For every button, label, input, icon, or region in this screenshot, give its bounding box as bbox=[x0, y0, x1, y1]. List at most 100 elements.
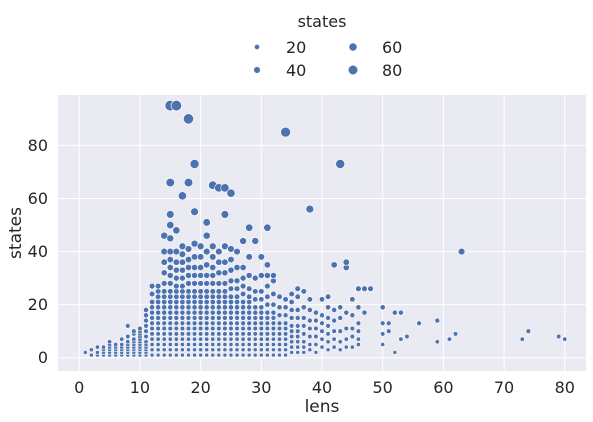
data-point bbox=[183, 113, 194, 125]
data-point bbox=[203, 293, 210, 300]
data-point bbox=[234, 352, 240, 358]
data-point bbox=[180, 352, 185, 358]
data-point bbox=[89, 347, 94, 353]
data-point bbox=[288, 323, 295, 329]
data-point bbox=[301, 331, 307, 337]
data-point bbox=[216, 352, 222, 358]
data-point bbox=[125, 339, 131, 345]
data-point bbox=[264, 320, 271, 326]
data-point bbox=[306, 296, 313, 303]
data-point bbox=[203, 320, 210, 326]
data-point bbox=[204, 336, 210, 342]
data-point bbox=[222, 331, 228, 337]
data-point bbox=[434, 317, 441, 324]
data-point bbox=[228, 347, 234, 353]
data-point bbox=[149, 298, 156, 306]
data-point bbox=[282, 304, 289, 311]
data-point bbox=[149, 347, 155, 353]
data-point bbox=[270, 301, 277, 308]
data-point bbox=[179, 325, 186, 332]
data-point bbox=[325, 339, 331, 345]
data-point bbox=[301, 339, 307, 345]
data-point bbox=[386, 328, 392, 334]
data-point bbox=[264, 293, 271, 300]
data-point bbox=[221, 280, 229, 287]
data-point bbox=[264, 309, 271, 316]
legend-marker bbox=[253, 66, 261, 74]
data-point bbox=[155, 304, 162, 311]
data-point bbox=[289, 344, 295, 350]
data-point bbox=[191, 280, 198, 287]
data-point bbox=[288, 315, 295, 321]
data-point bbox=[380, 342, 386, 347]
data-point bbox=[270, 336, 276, 342]
data-point bbox=[190, 207, 199, 216]
data-point bbox=[191, 325, 198, 332]
data-point bbox=[252, 296, 259, 303]
data-point bbox=[222, 347, 228, 353]
data-point bbox=[307, 333, 313, 340]
data-point bbox=[191, 320, 198, 326]
data-point bbox=[313, 350, 319, 355]
data-point bbox=[325, 323, 331, 329]
data-point bbox=[167, 293, 174, 300]
data-point bbox=[222, 315, 228, 321]
data-point bbox=[221, 269, 229, 277]
data-point bbox=[166, 247, 174, 256]
data-point bbox=[220, 183, 230, 193]
data-point bbox=[277, 347, 282, 353]
data-point bbox=[179, 331, 185, 337]
data-point bbox=[209, 293, 216, 300]
y-tick-label: 60 bbox=[28, 189, 48, 208]
data-point bbox=[167, 309, 174, 316]
y-tick-label: 80 bbox=[28, 136, 48, 155]
data-point bbox=[361, 285, 368, 292]
x-tick-label: 80 bbox=[555, 378, 575, 397]
data-point bbox=[252, 309, 259, 316]
data-point bbox=[233, 293, 241, 300]
legend-label: 60 bbox=[382, 38, 402, 57]
data-point bbox=[167, 298, 174, 306]
data-point bbox=[271, 347, 276, 353]
data-point bbox=[234, 298, 241, 306]
data-points bbox=[82, 100, 568, 358]
data-point bbox=[184, 255, 193, 264]
data-point bbox=[185, 336, 191, 342]
data-point bbox=[183, 177, 194, 188]
data-point bbox=[179, 320, 186, 326]
data-point bbox=[119, 336, 125, 342]
data-point bbox=[313, 309, 319, 316]
data-point bbox=[264, 301, 271, 308]
data-point bbox=[343, 336, 349, 342]
data-point bbox=[179, 304, 186, 311]
data-point bbox=[131, 328, 137, 334]
data-point bbox=[222, 320, 228, 326]
data-point bbox=[234, 320, 240, 326]
data-point bbox=[355, 304, 362, 311]
data-point bbox=[404, 333, 410, 340]
data-point bbox=[203, 309, 210, 316]
data-point bbox=[307, 347, 313, 353]
data-point bbox=[288, 290, 295, 298]
data-point bbox=[335, 159, 346, 169]
data-point bbox=[209, 253, 217, 261]
data-point bbox=[343, 325, 349, 332]
data-point bbox=[185, 280, 192, 287]
data-point bbox=[264, 331, 270, 337]
data-point bbox=[197, 304, 204, 311]
data-point bbox=[379, 320, 386, 326]
data-point bbox=[331, 328, 337, 334]
data-point bbox=[216, 336, 222, 342]
data-point bbox=[233, 264, 241, 271]
data-point bbox=[239, 290, 247, 298]
data-point bbox=[258, 331, 264, 337]
data-point bbox=[202, 218, 211, 227]
data-point bbox=[143, 307, 149, 313]
data-point bbox=[240, 336, 246, 342]
data-point bbox=[295, 333, 301, 340]
data-point bbox=[173, 347, 179, 353]
data-point bbox=[301, 350, 307, 355]
data-point bbox=[178, 242, 187, 251]
data-point bbox=[209, 280, 217, 287]
data-point bbox=[234, 347, 240, 353]
